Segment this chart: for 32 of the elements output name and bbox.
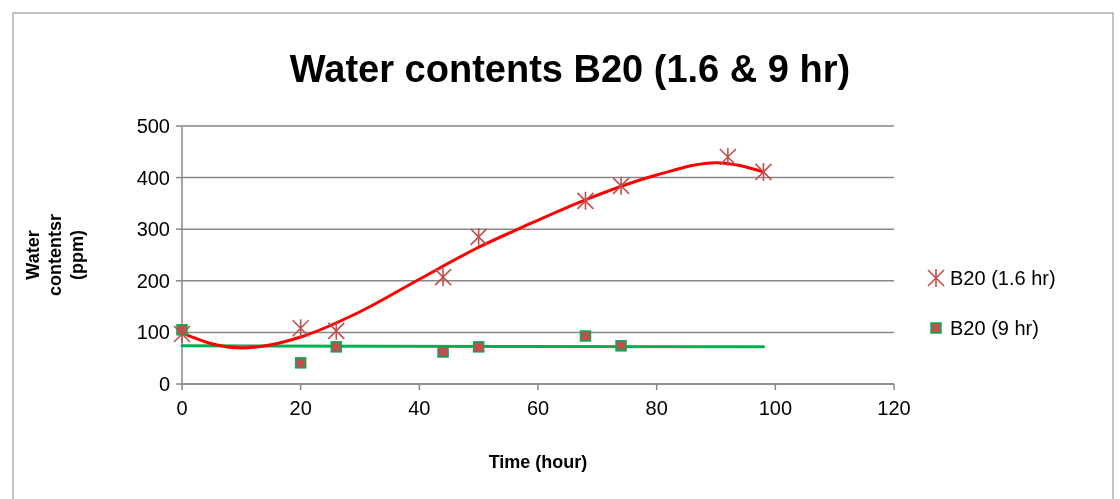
x-tick-label: 120 <box>877 397 911 419</box>
point <box>291 318 310 339</box>
point <box>719 147 737 167</box>
legend-label: B20 (1.6 hr) <box>950 267 1056 289</box>
y-tick-label: 400 <box>136 166 170 189</box>
point <box>472 341 485 353</box>
y-tick-label: 100 <box>136 321 170 344</box>
y-axis-title: Water contentsr (ppm) <box>22 213 88 297</box>
point <box>612 176 630 196</box>
y-tick-label: 300 <box>136 218 170 241</box>
x-tick-label: 60 <box>526 397 550 419</box>
point <box>294 357 307 369</box>
y-tick-label: 0 <box>158 373 170 395</box>
x-axis-title: Time (hour) <box>488 452 588 472</box>
x-tick-label: 20 <box>289 397 312 419</box>
x-tick-label: 100 <box>758 397 793 419</box>
x-tick-label: 80 <box>645 397 668 419</box>
x-tick-label: 0 <box>176 397 188 419</box>
point <box>576 191 595 211</box>
point <box>615 340 627 352</box>
legend-label: B20 (9 hr) <box>950 317 1039 339</box>
point <box>437 346 449 358</box>
point <box>469 227 488 247</box>
y-tick-label: 200 <box>136 269 170 292</box>
point <box>579 330 592 342</box>
point <box>330 341 343 353</box>
y-tick-label: 500 <box>136 115 170 137</box>
point <box>327 321 346 341</box>
point <box>434 267 452 287</box>
x-tick-label: 40 <box>408 397 431 419</box>
chart-title: Water contents B20 (1.6 & 9 hr) <box>289 48 851 90</box>
point <box>754 162 773 182</box>
